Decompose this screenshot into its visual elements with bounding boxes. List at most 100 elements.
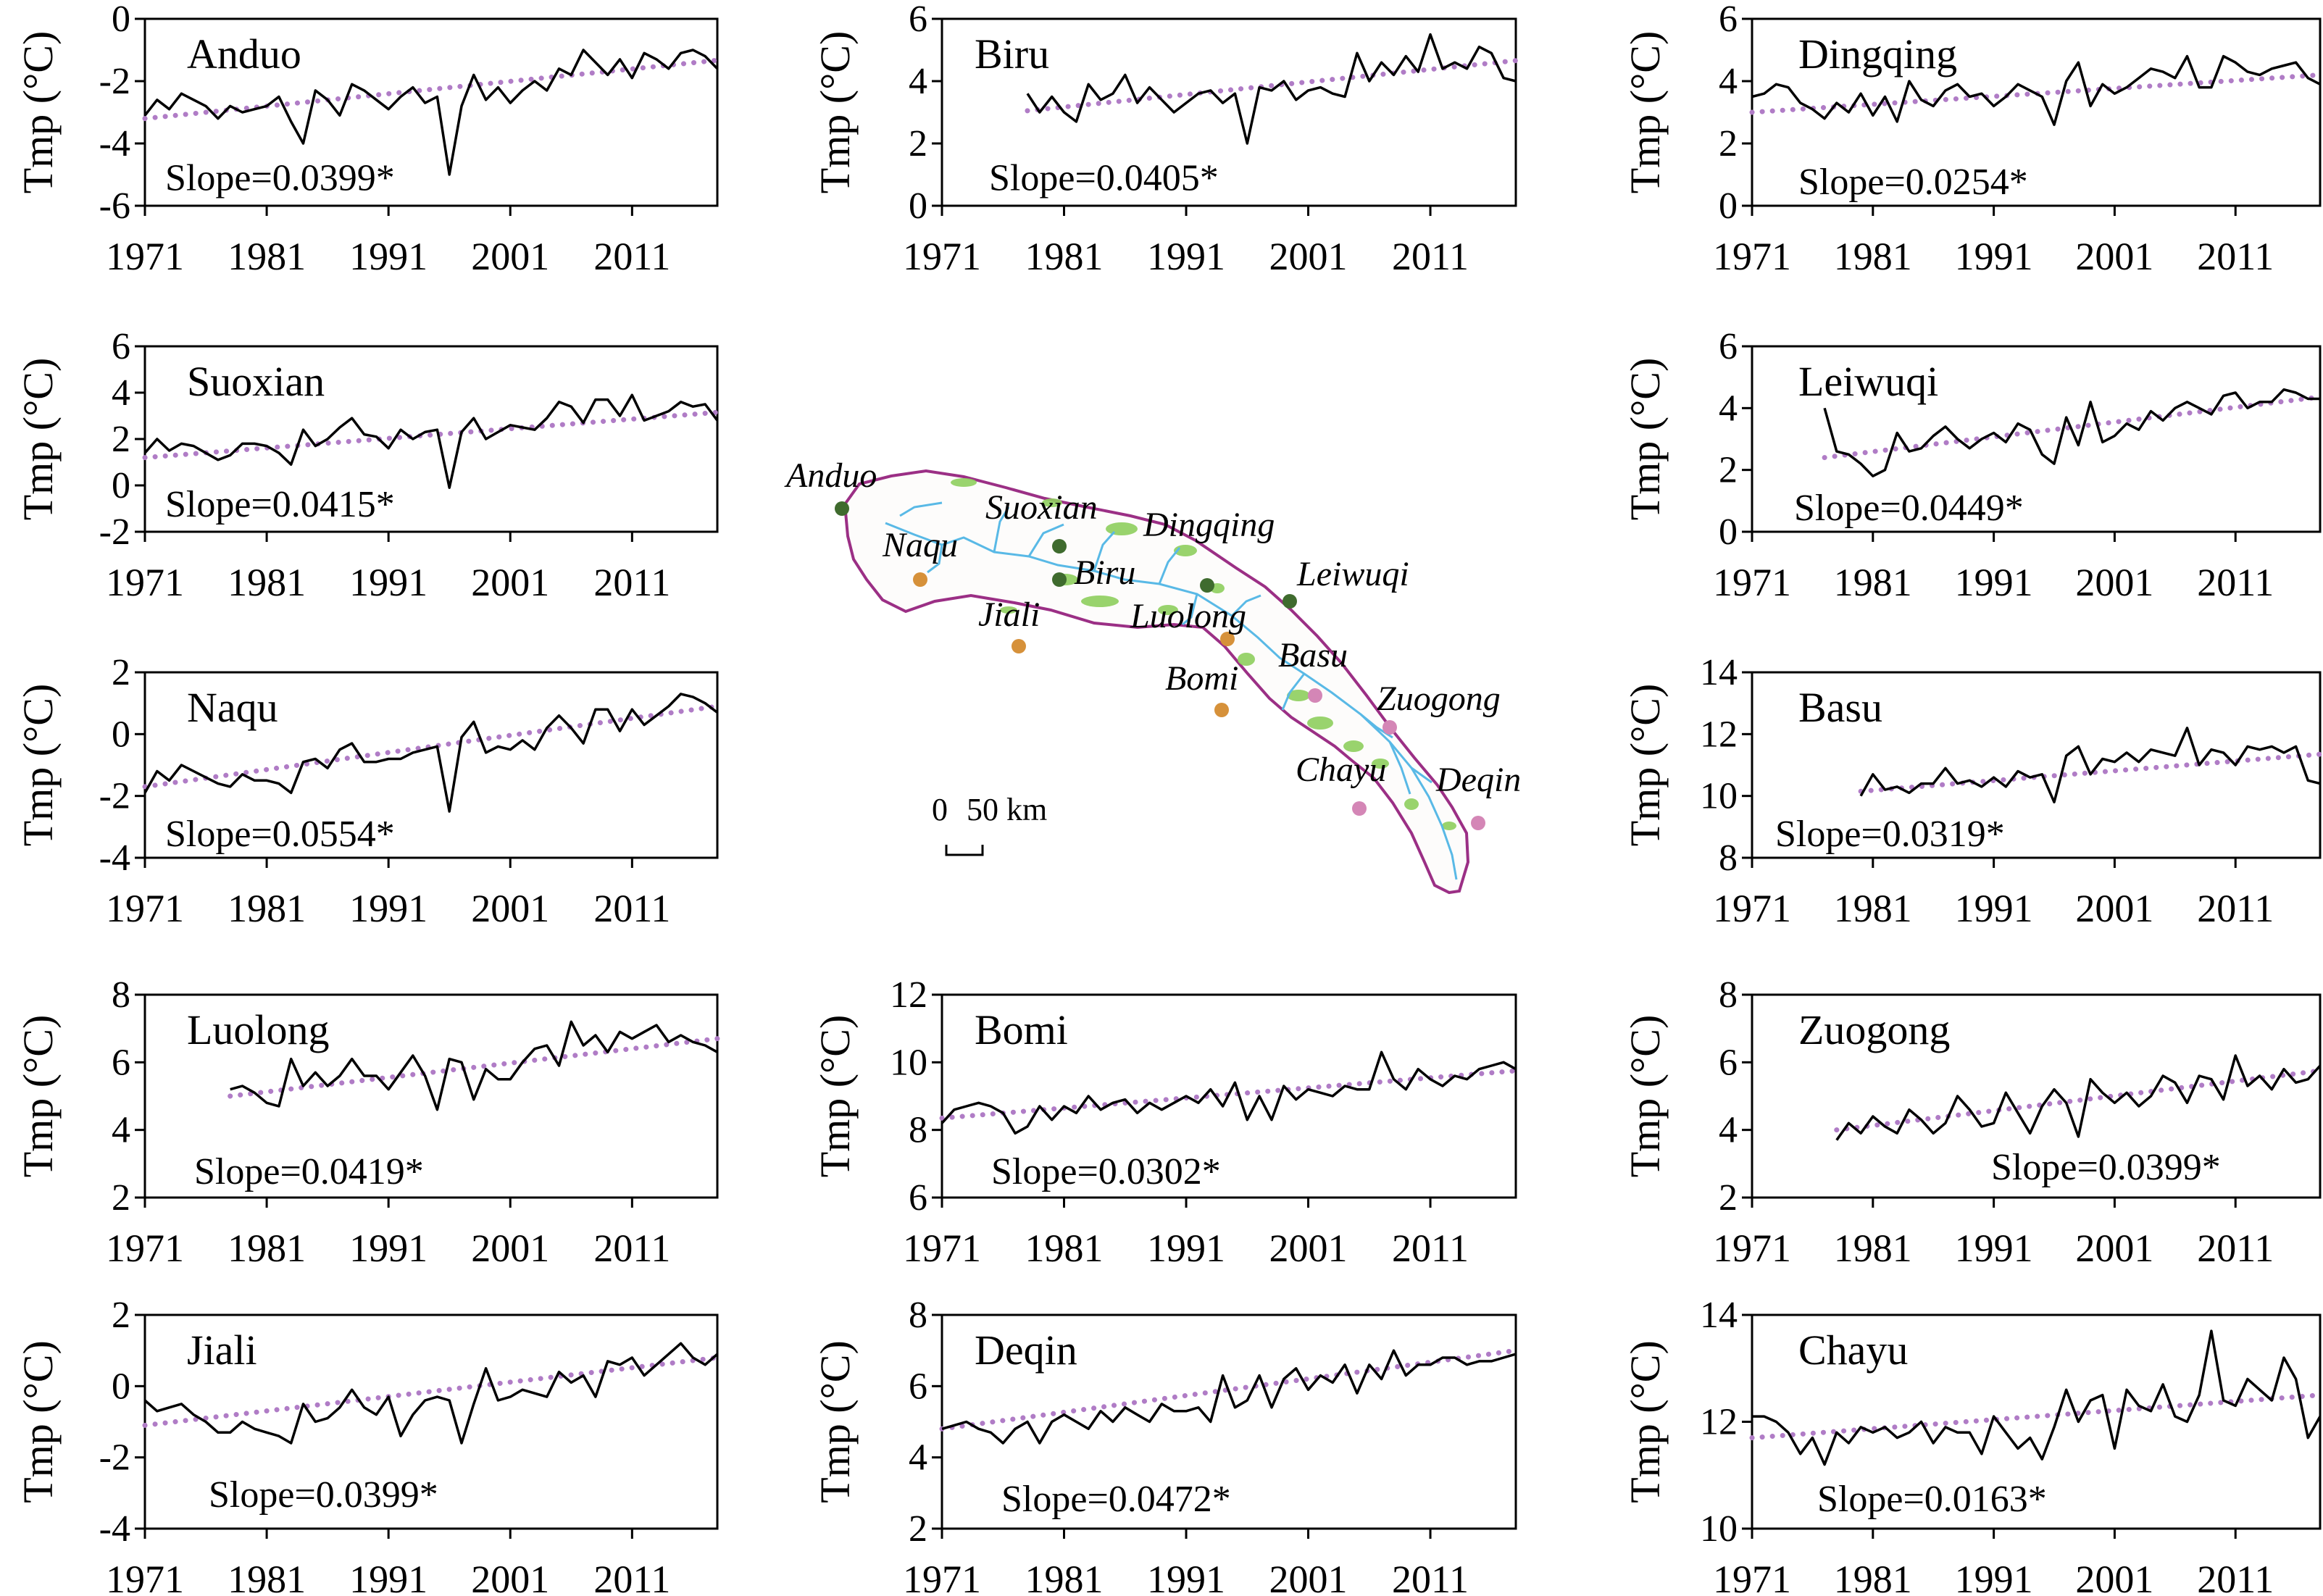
panel-naqu-ytick-label: 0 [112, 714, 130, 755]
panel-basu-xtick-label: 2001 [2075, 887, 2153, 930]
panel-basu-xtick-label: 1991 [1955, 887, 2033, 930]
panel-jiali-xtick-label: 1981 [228, 1558, 306, 1596]
map-station-leiwuqi-marker [1283, 594, 1297, 609]
panel-leiwuqi-xtick-label: 2011 [2197, 561, 2274, 604]
panel-leiwuqi-series-line [1823, 388, 2320, 477]
panel-dingqing-series-line [1751, 54, 2321, 126]
panel-leiwuqi-title: Leiwuqi [1798, 358, 1938, 405]
panel-luolong-xtick-label: 2001 [471, 1227, 549, 1270]
panel-bomi-slope-label: Slope=0.0302* [991, 1151, 1221, 1192]
panel-luolong-xtick-label: 2011 [593, 1227, 670, 1270]
panel-anduo-ytick-label: -2 [99, 61, 130, 102]
panel-bomi-xtick-label: 1991 [1147, 1227, 1225, 1270]
map-station-biru-marker [1052, 572, 1067, 587]
panel-basu-frame [1751, 671, 2322, 859]
panel-biru: 0 2 4 6 1971 1981 1991 2001 2011 Tmp (°C) Biru Slop… [812, 0, 1519, 278]
panel-jiali: -4 -2 0 2 1971 1981 1991 2001 2011 Tmp (°C) Jiali S… [14, 1295, 720, 1596]
panel-dingqing-ytick-label: 2 [1719, 123, 1738, 164]
map-station-bomi-marker [1214, 703, 1229, 717]
panel-zuogong-series-line [1835, 1054, 2322, 1141]
panel-suoxian-xtick-label: 2001 [471, 561, 549, 604]
panel-suoxian: -2 0 2 4 6 1971 1981 1991 2001 2011 Tmp (°C) Suoxia… [14, 326, 720, 604]
panel-suoxian-ytick-label: 6 [112, 326, 130, 367]
panel-leiwuqi-xtick-label: 1981 [1834, 561, 1912, 604]
panel-suoxian-ytick-label: 4 [112, 372, 130, 414]
panel-anduo-trend-line [142, 57, 720, 122]
panel-anduo-xtick-label: 1971 [106, 235, 184, 278]
panel-bomi-series-line [941, 1050, 1517, 1135]
panel-dingqing-ytick-label: 4 [1719, 61, 1738, 102]
panel-bomi-ytick-label: 10 [890, 1042, 927, 1083]
panel-basu: 8 10 12 14 1971 1981 1991 2001 2011 Tmp (°C) Basu S… [1622, 652, 2323, 930]
panel-basu-xtick-label: 2011 [2197, 887, 2274, 930]
panel-jiali-ytick-label: 2 [112, 1295, 130, 1336]
panel-naqu-xtick-label: 1971 [106, 887, 184, 930]
panel-chayu-xtick-label: 1991 [1955, 1558, 2033, 1596]
panel-naqu-ytick-label: 2 [112, 652, 130, 693]
panel-bomi-ytick-label: 12 [890, 974, 927, 1016]
panel-suoxian-title: Suoxian [187, 358, 325, 405]
panel-naqu-title: Naqu [187, 684, 278, 731]
panel-deqin-series-line [941, 1349, 1517, 1445]
panel-anduo-series-line [143, 49, 719, 176]
panel-chayu-slope-label: Slope=0.0163* [1817, 1479, 2047, 1520]
panel-chayu-xtick-label: 1981 [1834, 1558, 1912, 1596]
panel-dingqing-xtick-label: 1981 [1834, 235, 1912, 278]
panel-luolong-ylabel: Tmp (°C) [14, 1015, 62, 1178]
panel-zuogong-title: Zuogong [1798, 1006, 1950, 1053]
panel-anduo-ytick-label: -4 [99, 123, 130, 164]
panel-leiwuqi-ytick-label: 0 [1719, 511, 1738, 553]
panel-deqin-xtick-label: 1971 [903, 1558, 981, 1596]
panel-basu-slope-label: Slope=0.0319* [1775, 814, 2005, 855]
map-station-biru-label: Biru [1074, 553, 1135, 592]
panel-naqu-xtick-label: 2001 [471, 887, 549, 930]
panel-basu-ytick-label: 8 [1719, 837, 1738, 879]
panel-suoxian-xtick-label: 1971 [106, 561, 184, 604]
panel-luolong-title: Luolong [187, 1006, 330, 1053]
panel-chayu-xtick-label: 2001 [2075, 1558, 2153, 1596]
panel-basu-xtick-label: 1971 [1713, 887, 1791, 930]
map-station-basu-marker [1308, 688, 1322, 703]
panel-jiali-xtick-label: 1991 [349, 1558, 428, 1596]
panel-dingqing-xtick-label: 2011 [2197, 235, 2274, 278]
panel-biru-ytick-label: 2 [909, 123, 927, 164]
panel-zuogong-frame [1751, 993, 2322, 1199]
panel-zuogong-xtick-label: 1991 [1955, 1227, 2033, 1270]
panel-bomi: 6 8 10 12 1971 1981 1991 2001 2011 Tmp (°C) Bomi Sl… [812, 974, 1519, 1270]
map-station-luolong-label: Luolong [1130, 597, 1246, 635]
panel-bomi-xtick-label: 1981 [1025, 1227, 1104, 1270]
station-panels: -6 -4 -2 0 1971 1981 1991 2001 2011 Tmp (°C) Anduo… [14, 0, 2323, 1596]
panel-biru-xtick-label: 1981 [1025, 235, 1104, 278]
panel-luolong-xtick-label: 1981 [228, 1227, 306, 1270]
panel-jiali-series-line [143, 1342, 719, 1445]
panel-suoxian-series-line [143, 393, 719, 489]
map-station-zuogong-label: Zuogong [1377, 680, 1501, 718]
panel-zuogong-slope-label: Slope=0.0399* [1991, 1147, 2221, 1188]
panel-anduo-xtick-label: 1991 [349, 235, 428, 278]
panel-jiali-slope-label: Slope=0.0399* [209, 1474, 438, 1516]
panel-chayu-xtick-label: 1971 [1713, 1558, 1791, 1596]
panel-basu-ytick-label: 14 [1700, 652, 1738, 693]
panel-zuogong-ytick-label: 6 [1719, 1042, 1738, 1083]
panel-suoxian-slope-label: Slope=0.0415* [165, 484, 395, 525]
panel-jiali-xtick-label: 2001 [471, 1558, 549, 1596]
panel-biru-ytick-label: 6 [909, 0, 927, 40]
panel-chayu: 10 12 14 1971 1981 1991 2001 2011 Tmp (°C) Chayu S… [1622, 1295, 2323, 1596]
map-station-suoxian-marker [1052, 539, 1067, 553]
panel-zuogong-ytick-label: 2 [1719, 1177, 1738, 1219]
panel-bomi-title: Bomi [975, 1006, 1068, 1053]
panel-deqin-xtick-label: 1991 [1147, 1558, 1225, 1596]
panel-jiali-ytick-label: -4 [99, 1508, 130, 1550]
panel-naqu-ylabel: Tmp (°C) [14, 684, 62, 847]
panel-biru-ytick-label: 0 [909, 185, 927, 227]
panel-chayu-ytick-label: 10 [1700, 1508, 1738, 1550]
panel-basu-ylabel: Tmp (°C) [1622, 684, 1669, 847]
panel-zuogong-xtick-label: 2001 [2075, 1227, 2153, 1270]
map-station-luolong-marker [1220, 632, 1235, 646]
panel-zuogong: 2 4 6 8 1971 1981 1991 2001 2011 Tmp (°C) Zuogong S… [1622, 974, 2323, 1270]
map-station-jiali-label: Jiali [978, 596, 1040, 634]
panel-jiali-title: Jiali [187, 1326, 257, 1374]
panel-luolong-series-line [230, 1020, 718, 1111]
panel-leiwuqi-slope-label: Slope=0.0449* [1794, 488, 2024, 529]
map-station-jiali-marker [1012, 639, 1026, 653]
